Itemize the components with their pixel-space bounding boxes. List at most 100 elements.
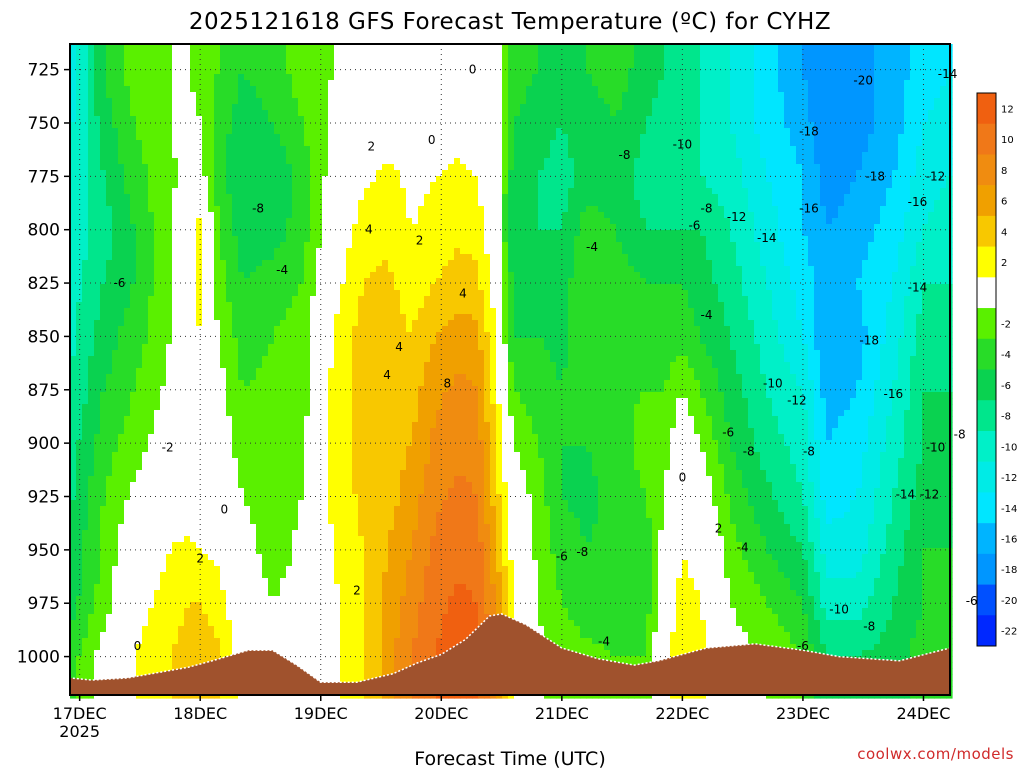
field-cell: [328, 164, 335, 171]
field-cell: [340, 170, 347, 177]
field-cell: [298, 212, 305, 219]
field-cell: [328, 638, 335, 645]
field-cell: [172, 56, 179, 63]
field-cell: [172, 608, 179, 615]
field-cell: [262, 584, 269, 591]
field-cell: [298, 632, 305, 639]
field-cell: [118, 542, 125, 549]
field-cell: [124, 98, 131, 105]
field-cell: [316, 248, 323, 255]
field-cell: [190, 392, 197, 399]
field-cell: [70, 206, 77, 213]
field-cell: [220, 308, 227, 315]
field-cell: [280, 404, 287, 411]
field-cell: [196, 602, 203, 609]
field-cell: [166, 176, 173, 183]
field-cell: [292, 218, 299, 225]
field-cell: [172, 422, 179, 429]
field-cell: [250, 470, 257, 477]
field-cell: [112, 398, 119, 405]
field-cell: [298, 428, 305, 435]
field-cell: [124, 152, 131, 159]
field-cell: [166, 350, 173, 357]
field-cell: [70, 446, 77, 453]
field-cell: [292, 338, 299, 345]
field-cell: [316, 530, 323, 537]
field-cell: [316, 584, 323, 591]
field-cell: [88, 548, 95, 555]
field-cell: [190, 344, 197, 351]
field-cell: [208, 404, 215, 411]
field-cell: [298, 350, 305, 357]
field-cell: [328, 668, 335, 675]
field-cell: [88, 44, 95, 51]
field-cell: [136, 98, 143, 105]
field-cell: [238, 326, 245, 333]
field-cell: [220, 122, 227, 129]
field-cell: [238, 290, 245, 297]
field-cell: [340, 356, 347, 363]
field-cell: [304, 242, 311, 249]
field-cell: [190, 338, 197, 345]
field-cell: [316, 338, 323, 345]
field-cell: [280, 290, 287, 297]
field-cell: [118, 626, 125, 633]
field-cell: [286, 386, 293, 393]
field-cell: [250, 350, 257, 357]
field-cell: [106, 116, 113, 123]
field-cell: [328, 296, 335, 303]
field-cell: [286, 530, 293, 537]
field-cell: [334, 230, 341, 237]
field-cell: [184, 572, 191, 579]
field-cell: [220, 428, 227, 435]
field-cell: [118, 278, 125, 285]
field-cell: [244, 188, 251, 195]
field-cell: [262, 572, 269, 579]
field-cell: [124, 644, 131, 651]
field-cell: [244, 128, 251, 135]
field-cell: [100, 80, 107, 87]
field-cell: [160, 494, 167, 501]
field-cell: [106, 590, 113, 597]
field-cell: [292, 608, 299, 615]
field-cell: [160, 56, 167, 63]
field-cell: [244, 68, 251, 75]
field-cell: [226, 428, 233, 435]
field-cell: [154, 398, 161, 405]
field-cell: [310, 290, 317, 297]
field-cell: [70, 320, 77, 327]
field-cell: [322, 308, 329, 315]
field-cell: [190, 572, 197, 579]
field-cell: [118, 614, 125, 621]
field-cell: [142, 434, 149, 441]
field-cell: [208, 632, 215, 639]
field-cell: [160, 614, 167, 621]
field-cell: [160, 368, 167, 375]
field-cell: [250, 380, 257, 387]
field-cell: [316, 266, 323, 273]
field-cell: [310, 644, 317, 651]
field-cell: [280, 74, 287, 81]
field-cell: [310, 500, 317, 507]
field-cell: [124, 386, 131, 393]
field-cell: [334, 404, 341, 411]
field-cell: [124, 656, 131, 663]
field-cell: [190, 98, 197, 105]
field-cell: [136, 68, 143, 75]
field-cell: [322, 488, 329, 495]
field-cell: [340, 572, 347, 579]
field-cell: [298, 458, 305, 465]
field-cell: [304, 464, 311, 471]
field-cell: [160, 170, 167, 177]
field-cell: [286, 152, 293, 159]
field-cell: [310, 188, 317, 195]
field-cell: [130, 434, 137, 441]
field-cell: [322, 626, 329, 633]
field-cell: [292, 68, 299, 75]
field-cell: [274, 206, 281, 213]
field-cell: [238, 272, 245, 279]
field-cell: [316, 152, 323, 159]
field-cell: [292, 398, 299, 405]
field-cell: [226, 434, 233, 441]
field-cell: [136, 44, 143, 51]
